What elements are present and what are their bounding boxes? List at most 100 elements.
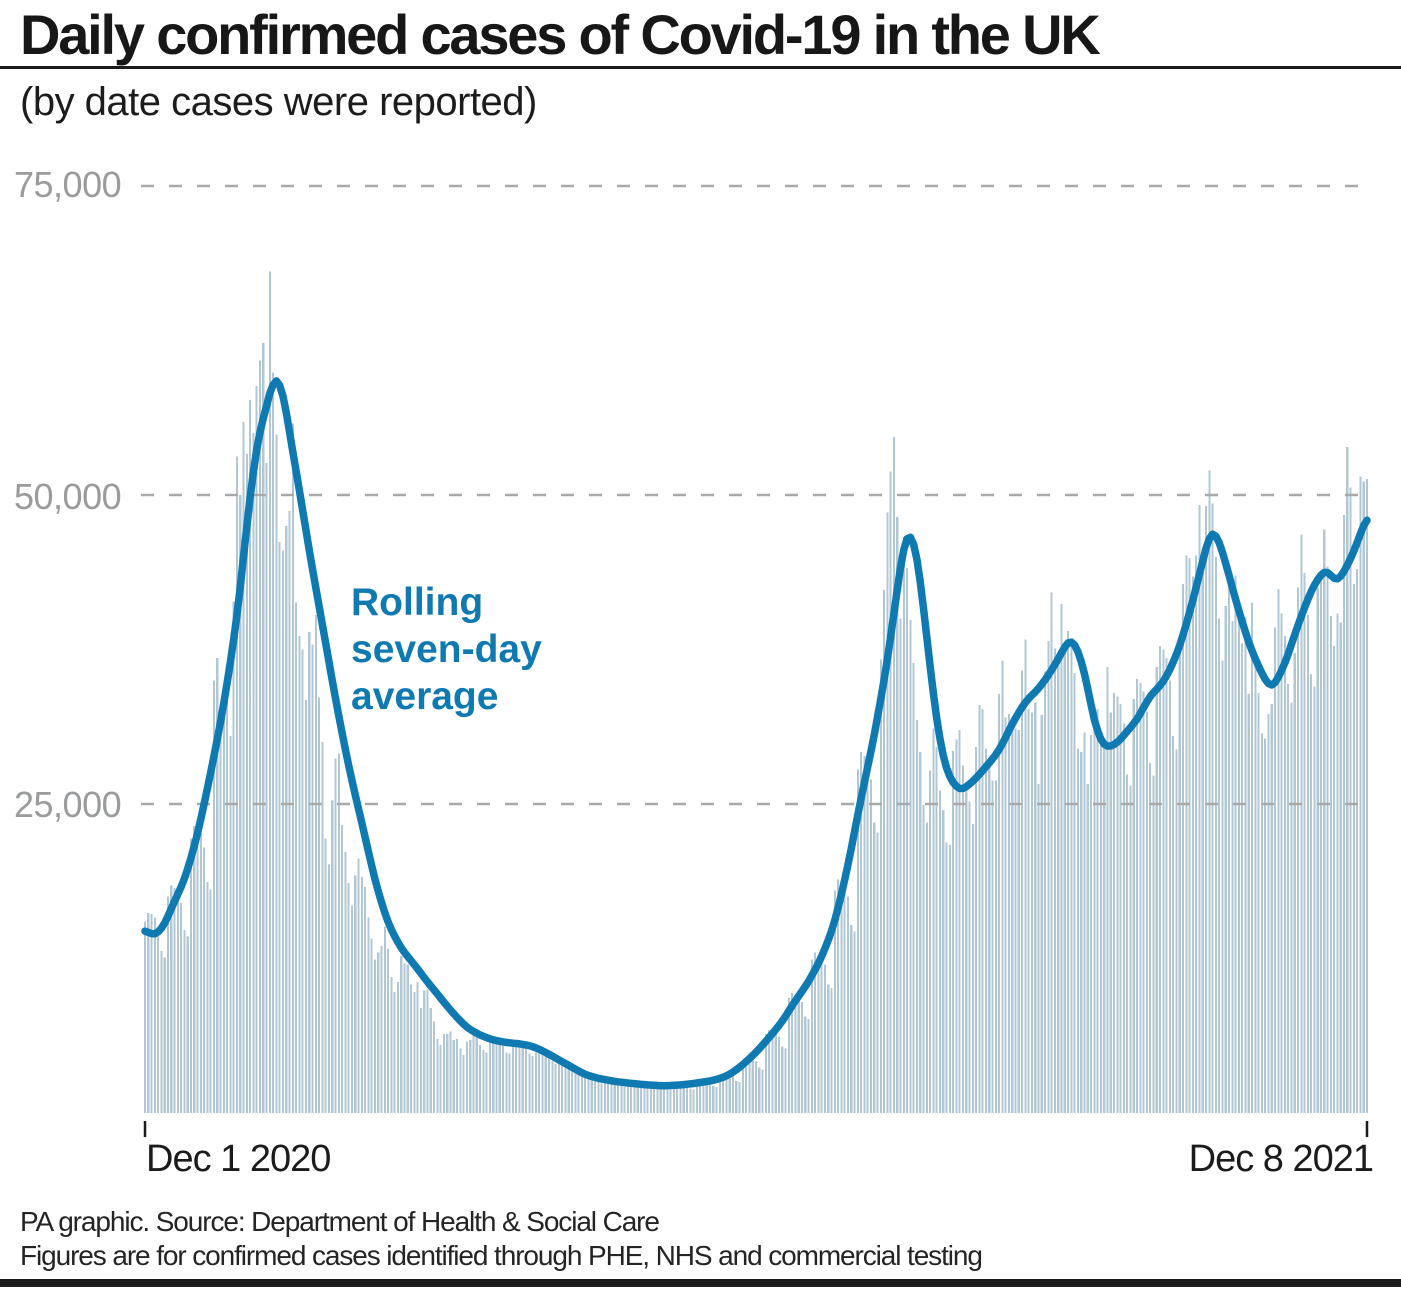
daily-case-bar (278, 542, 281, 1113)
daily-case-bar (1188, 558, 1191, 1113)
daily-case-bar (232, 601, 235, 1113)
daily-case-bar (180, 902, 183, 1113)
daily-case-bar (889, 471, 892, 1113)
daily-case-bar (577, 1071, 580, 1113)
daily-case-bar (370, 938, 373, 1113)
daily-case-bar (837, 879, 840, 1113)
daily-case-bar (518, 1040, 521, 1113)
daily-case-bar (1260, 733, 1263, 1113)
daily-case-bar (1316, 587, 1319, 1113)
daily-case-bar (1067, 631, 1070, 1113)
daily-case-bar (258, 360, 261, 1113)
daily-case-bar (902, 537, 905, 1113)
daily-case-bar (525, 1045, 528, 1113)
daily-case-bar (416, 982, 419, 1113)
daily-case-bar (646, 1088, 649, 1113)
daily-case-bar (1293, 653, 1296, 1113)
daily-case-bar (709, 1082, 712, 1113)
daily-case-bar (1126, 774, 1129, 1113)
daily-case-bar (308, 632, 311, 1113)
daily-case-bar (472, 1031, 475, 1113)
daily-case-bar (1300, 534, 1303, 1113)
daily-case-bar (643, 1087, 646, 1113)
daily-case-bar (938, 790, 941, 1113)
daily-case-bar (203, 847, 206, 1113)
daily-case-bar (1267, 713, 1270, 1113)
daily-case-bar (1159, 645, 1162, 1113)
rolling-average-label: Rolling seven-day average (351, 581, 542, 718)
daily-case-bar (469, 1040, 472, 1113)
daily-case-bar (380, 946, 383, 1113)
daily-case-bar (975, 747, 978, 1113)
daily-case-bar (649, 1084, 652, 1113)
daily-case-bar (1096, 708, 1099, 1113)
daily-case-bar (229, 736, 232, 1113)
daily-case-bar (663, 1084, 666, 1113)
daily-case-bar (485, 1052, 488, 1113)
daily-case-bar (1329, 616, 1332, 1113)
daily-case-bar (1346, 446, 1349, 1113)
daily-case-bar (1086, 784, 1089, 1113)
daily-case-bar (423, 990, 426, 1113)
daily-case-bar (800, 1001, 803, 1113)
daily-case-bar (794, 994, 797, 1113)
daily-case-bar (725, 1073, 728, 1113)
daily-case-bar (590, 1075, 593, 1113)
daily-case-bar (640, 1083, 643, 1113)
daily-case-bar (226, 684, 229, 1113)
daily-case-bar (636, 1082, 639, 1113)
daily-case-bar (1044, 671, 1047, 1113)
daily-case-bar (456, 1038, 459, 1113)
daily-case-bar (544, 1051, 547, 1113)
daily-case-bar (827, 984, 830, 1113)
daily-case-bar (1129, 785, 1132, 1113)
daily-case-bar (268, 271, 271, 1113)
daily-case-bar (304, 700, 307, 1113)
daily-case-bar (406, 964, 409, 1113)
daily-case-bar (1080, 752, 1083, 1113)
page-subtitle: (by date cases were reported) (20, 80, 537, 124)
daily-case-bar (686, 1084, 689, 1113)
daily-case-bar (288, 511, 291, 1114)
daily-case-bar (1132, 698, 1135, 1113)
daily-case-bar (337, 753, 340, 1113)
daily-case-bar (502, 1042, 505, 1113)
daily-case-bar (689, 1088, 692, 1113)
daily-case-bar (1290, 702, 1293, 1113)
daily-case-bar (222, 708, 225, 1113)
daily-case-bar (961, 765, 964, 1113)
daily-case-bar (199, 833, 202, 1113)
daily-case-bar (1109, 712, 1112, 1113)
daily-case-bar (219, 705, 222, 1113)
daily-case-bar (1047, 640, 1050, 1113)
daily-case-bar (626, 1082, 629, 1113)
daily-case-bar (1034, 702, 1037, 1113)
daily-case-bar (1191, 576, 1194, 1113)
daily-case-bar (262, 343, 265, 1113)
daily-case-bar (442, 1033, 445, 1113)
daily-case-bar (830, 988, 833, 1113)
daily-case-bar (1004, 717, 1007, 1113)
daily-case-bar (915, 720, 918, 1113)
daily-case-bar (295, 602, 298, 1113)
daily-case-bar (919, 752, 922, 1113)
daily-case-bar (1264, 738, 1267, 1113)
daily-case-bar (630, 1080, 633, 1113)
daily-case-bar (1244, 617, 1247, 1113)
daily-case-bar (239, 495, 242, 1113)
daily-case-bar (1339, 622, 1342, 1113)
daily-case-bar (419, 1007, 422, 1113)
daily-case-bar (1007, 713, 1010, 1113)
daily-case-bar (971, 823, 974, 1113)
daily-case-bar (571, 1063, 574, 1113)
daily-case-bar (1287, 684, 1290, 1113)
daily-case-bar (482, 1050, 485, 1113)
daily-case-bar (291, 423, 294, 1113)
daily-case-bar (892, 436, 895, 1113)
daily-case-bar (396, 982, 399, 1113)
daily-case-bar (873, 822, 876, 1113)
daily-case-bar (1024, 639, 1027, 1113)
daily-case-bar (1366, 478, 1369, 1113)
daily-case-bar (1037, 784, 1040, 1113)
daily-case-bar (879, 659, 882, 1113)
